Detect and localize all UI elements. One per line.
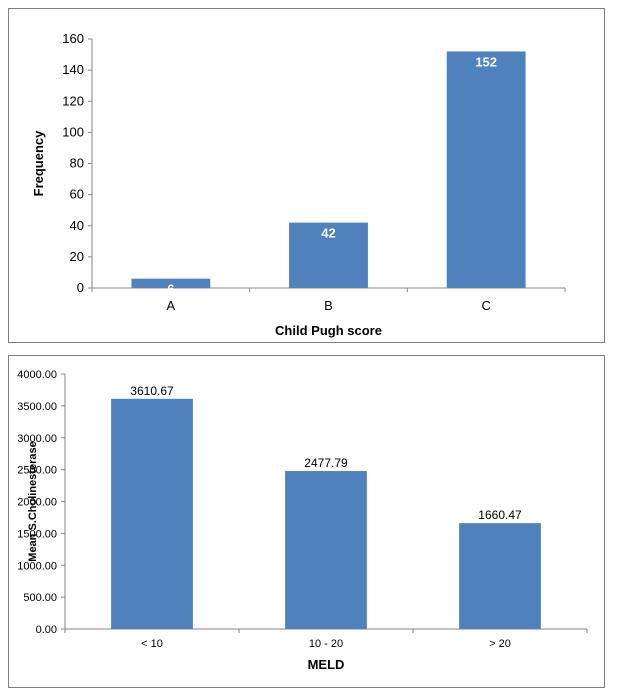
meld-y-tick-label: 0.00 (36, 624, 57, 636)
meld-y-tick-label: 3000.00 (17, 433, 57, 445)
chart-panel-child-pugh: 0 20 40 60 80 100 120 140 160 A 6 B 42 C 152 Child Pugh… (8, 8, 605, 343)
meld-y-tick-label: 2000.00 (17, 497, 57, 509)
meld-y-axis-title: Mean S.Cholinesterase (27, 441, 39, 561)
meld-data-label: 3610.67 (130, 384, 174, 398)
meld-bar (459, 523, 541, 629)
meld-y-tick-label: 3500.00 (17, 401, 57, 413)
meld-y-tick-label: 500.00 (23, 592, 57, 604)
meld-bar (111, 398, 193, 629)
child-pugh-x-axis-title: Child Pugh score (275, 323, 382, 338)
child-pugh-y-tick-label: 0 (77, 280, 84, 295)
child-pugh-y-axis-title: Frequency (31, 130, 46, 197)
child-pugh-bar-chart: 0 20 40 60 80 100 120 140 160 A6 B 42 C 152 Child Pugh… (31, 31, 566, 338)
child-pugh-bar (289, 222, 368, 288)
meld-x-axis-title: MELD (308, 657, 345, 672)
chart-panel-meld: 0.00 500.00 1000.00 1500.00 2000.00 2500.00 30… (8, 355, 605, 688)
child-pugh-y-tick-label: 40 (70, 218, 84, 233)
meld-data-label: 2477.79 (304, 456, 348, 470)
meld-y-tick-label: 1500.00 (17, 528, 57, 540)
meld-category-label: < 10 (141, 638, 163, 650)
child-pugh-y-tick-label: 120 (62, 93, 84, 108)
meld-category-label: 10 - 20 (309, 638, 343, 650)
child-pugh-data-label: 152 (475, 54, 497, 69)
child-pugh-y-tick-label: 140 (62, 62, 84, 77)
child-pugh-y-tick-label: 160 (62, 31, 84, 46)
child-pugh-y-tick-label: 60 (70, 187, 84, 202)
child-pugh-data-label: 42 (321, 226, 335, 241)
meld-category-label: > 20 (489, 638, 511, 650)
child-pugh-category-label: B (324, 298, 333, 313)
child-pugh-bar (446, 51, 526, 289)
meld-y-tick-label: 4000.00 (17, 369, 57, 381)
child-pugh-category-label: A (166, 298, 175, 313)
child-pugh-bar (131, 278, 211, 288)
child-pugh-y-tick-label: 20 (70, 249, 84, 264)
meld-bar (285, 471, 367, 629)
child-pugh-y-tick-label: 80 (70, 156, 84, 171)
child-pugh-y-tick-label: 100 (62, 124, 84, 139)
meld-bar-chart: 0.00 500.00 1000.00 1500.00 2000.00 2500.00 30… (17, 369, 588, 672)
meld-data-label: 1660.47 (478, 508, 522, 522)
meld-y-tick-label: 1000.00 (17, 560, 57, 572)
child-pugh-data-label: 6 (167, 282, 174, 297)
meld-y-tick-label: 2500.00 (17, 465, 57, 477)
child-pugh-category-label: C (481, 298, 490, 313)
